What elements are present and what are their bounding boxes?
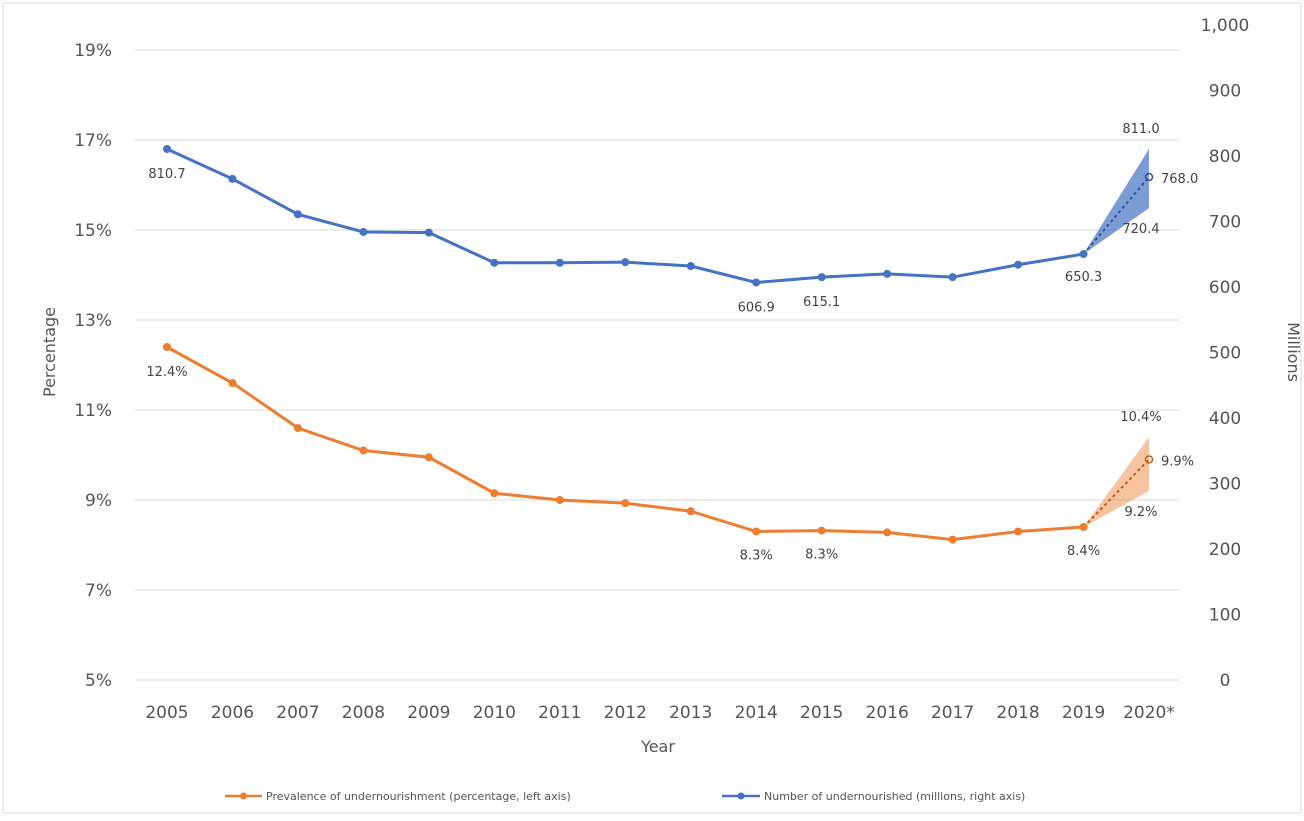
data-label: 810.7 — [148, 167, 185, 182]
x-tick-label: 2008 — [342, 703, 385, 723]
data-point — [883, 528, 892, 537]
projection-point — [1144, 455, 1154, 464]
data-label: 615.1 — [803, 295, 840, 310]
left-tick-label: 7% — [85, 581, 112, 601]
data-point — [293, 210, 302, 219]
data-point — [163, 144, 171, 153]
right-tick-label: 900 — [1209, 82, 1241, 102]
left-axis-title: Percentage — [40, 307, 59, 397]
left-tick-label: 13% — [74, 311, 112, 331]
data-point — [621, 499, 630, 508]
right-tick-label: 200 — [1209, 540, 1241, 560]
data-point — [1014, 527, 1023, 536]
data-point — [1079, 523, 1088, 531]
projection-line — [1082, 458, 1150, 528]
data-point — [686, 262, 695, 271]
projection-low-label: 9.2% — [1124, 505, 1157, 520]
legend-item-number[interactable]: Number of undernourished (millions, righ… — [722, 790, 1025, 803]
data-point — [686, 507, 695, 516]
data-point — [752, 278, 761, 287]
right-tick-label: 800 — [1209, 147, 1241, 167]
data-point — [883, 269, 892, 278]
data-label: 650.3 — [1065, 270, 1102, 285]
data-point — [228, 379, 237, 387]
projection-band — [1083, 148, 1149, 255]
data-point — [228, 174, 237, 183]
data-label: 8.3% — [805, 548, 838, 563]
data-label: 8.3% — [740, 549, 773, 564]
right-tick-label: 600 — [1209, 278, 1241, 298]
data-label: 8.4% — [1067, 544, 1100, 559]
right-tick-label: 700 — [1209, 213, 1241, 233]
data-point — [948, 273, 957, 282]
projection-band — [1083, 437, 1149, 527]
right-axis-title: Millions — [1284, 322, 1303, 382]
x-tick-label: 2009 — [407, 703, 450, 723]
x-tick-label: 2016 — [866, 703, 909, 723]
left-tick-label: 11% — [74, 401, 112, 421]
x-tick-label: 2013 — [669, 703, 712, 723]
projection-mid-label: 9.9% — [1161, 455, 1194, 470]
x-tick-label: 2019 — [1062, 703, 1105, 723]
projection-low-label: 720.4 — [1122, 222, 1159, 237]
right-tick-label: 1,000 — [1201, 16, 1250, 36]
left-tick-label: 17% — [74, 131, 112, 151]
data-point — [555, 258, 564, 267]
projection-mid-label: 768.0 — [1161, 172, 1198, 187]
x-tick-label: 2012 — [604, 703, 647, 723]
data-point — [424, 453, 433, 462]
legend: Prevalence of undernourishment (percenta… — [225, 790, 1025, 803]
data-point — [359, 446, 368, 455]
data-point — [490, 489, 499, 498]
left-tick-label: 9% — [85, 491, 112, 511]
data-point — [555, 496, 564, 504]
left-tick-label: 15% — [74, 221, 112, 241]
projection-high-label: 10.4% — [1120, 410, 1161, 425]
data-point — [424, 228, 433, 237]
x-tick-label: 2011 — [538, 703, 581, 723]
data-point — [359, 227, 368, 236]
data-point — [1014, 260, 1023, 269]
legend-label-prevalence: Prevalence of undernourishment (percenta… — [266, 790, 571, 803]
right-tick-label: 100 — [1209, 606, 1241, 626]
data-point — [621, 258, 630, 267]
data-point — [752, 527, 761, 536]
x-axis-title: Year — [640, 737, 675, 756]
left-tick-label: 5% — [85, 671, 112, 691]
x-tick-label: 2017 — [931, 703, 974, 723]
data-label: 606.9 — [738, 300, 775, 315]
x-tick-label: 2020* — [1123, 703, 1175, 723]
left-tick-label: 19% — [74, 41, 112, 61]
projection-line — [1082, 176, 1150, 255]
right-tick-label: 300 — [1209, 475, 1241, 495]
projection-point — [1144, 172, 1154, 182]
data-point — [163, 343, 171, 351]
right-tick-label: 400 — [1209, 409, 1241, 429]
x-tick-label: 2005 — [145, 703, 188, 723]
x-tick-label: 2015 — [800, 703, 843, 723]
data-point — [948, 535, 957, 544]
legend-label-number: Number of undernourished (millions, righ… — [764, 790, 1025, 803]
right-tick-label: 0 — [1220, 671, 1231, 691]
data-point — [293, 424, 302, 432]
data-point — [817, 526, 826, 535]
x-tick-label: 2006 — [211, 703, 254, 723]
series-line-0 — [166, 345, 1084, 542]
projection-high-label: 811.0 — [1122, 122, 1159, 137]
data-point — [1079, 250, 1088, 259]
x-tick-label: 2010 — [473, 703, 516, 723]
data-point — [817, 273, 826, 282]
data-point — [490, 258, 499, 267]
data-label: 12.4% — [146, 365, 187, 380]
x-tick-label: 2007 — [276, 703, 319, 723]
x-tick-label: 2014 — [735, 703, 778, 723]
x-tick-label: 2018 — [996, 703, 1039, 723]
legend-item-prevalence[interactable]: Prevalence of undernourishment (percenta… — [225, 790, 571, 803]
right-tick-label: 500 — [1209, 344, 1241, 364]
